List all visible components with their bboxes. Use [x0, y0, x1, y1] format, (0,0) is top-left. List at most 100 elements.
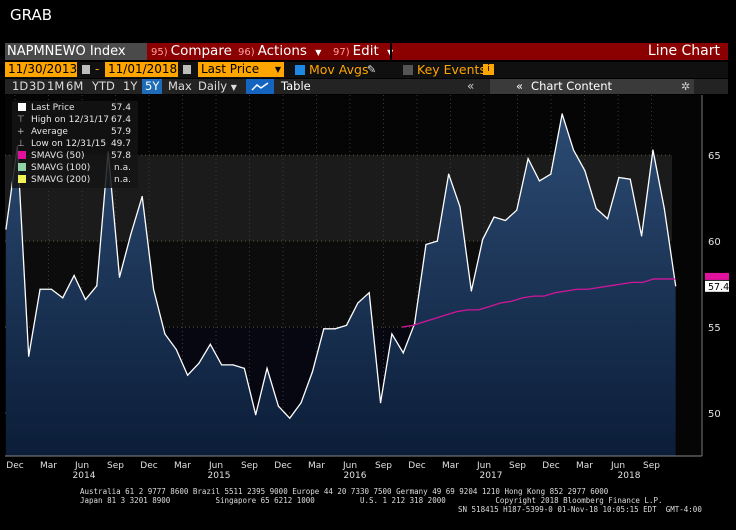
x-month-label: Sep — [509, 461, 526, 471]
menu-divider — [390, 43, 392, 60]
y-tick-label: 65 — [708, 151, 721, 162]
compare-button[interactable]: 95) Compare — [151, 43, 232, 60]
period-button-ytd[interactable]: YTD — [92, 79, 115, 93]
last-price-area — [6, 113, 676, 457]
last-price-point — [334, 328, 336, 330]
period-bar: 1D 3D 1M 6M YTD 1Y 5Y Max Daily ▼ Table « « Char… — [5, 79, 728, 94]
footer-session-line: SN 518415 H187-5399-0 01-Nov-18 10:05:15… — [458, 505, 702, 514]
last-price-point — [414, 323, 416, 325]
last-price-point — [504, 219, 506, 222]
legend-swatch-smavg — [18, 175, 26, 183]
chart-content-label: Chart Content — [531, 79, 613, 93]
table-view-button[interactable]: Table — [281, 79, 311, 93]
ticker-field[interactable]: NAPMNEWO Index — [5, 43, 147, 60]
x-month-label: Sep — [107, 461, 124, 471]
legend-box — [12, 101, 138, 188]
info-icon[interactable]: i — [483, 64, 494, 75]
actions-button[interactable]: 96) Actions ▼ — [238, 43, 322, 60]
last-price-point — [595, 207, 597, 210]
line-layer — [5, 113, 677, 420]
period-button-1d[interactable]: 1D — [12, 79, 29, 93]
x-month-label: Jun — [610, 461, 625, 471]
last-price-point — [84, 298, 87, 301]
x-year-label: 2016 — [344, 471, 367, 481]
legend-label: SMAVG (200) — [31, 175, 90, 185]
line-chart-icon — [251, 82, 269, 91]
last-price-point — [436, 240, 438, 242]
start-calendar-icon[interactable] — [82, 65, 90, 74]
pencil-icon[interactable]: ✎ — [367, 63, 377, 76]
last-price-point — [675, 285, 677, 287]
gear-icon[interactable]: ✲ — [681, 80, 691, 93]
compare-number: 95) — [151, 47, 168, 58]
field-dropdown-icon: ▼ — [274, 65, 281, 74]
legend-label: High on 12/31/17 — [31, 115, 109, 125]
period-button-max[interactable]: Max — [168, 79, 192, 93]
legend-value: 57.9 — [111, 127, 131, 137]
x-month-label: Mar — [174, 461, 191, 471]
collapse-left-icon[interactable]: « — [467, 79, 475, 93]
field-select[interactable]: Last Price ▼ — [198, 62, 284, 77]
chart-content-panel-header[interactable]: « Chart Content — [490, 79, 694, 94]
smavg-50-line — [401, 278, 676, 328]
frequency-label: Daily — [198, 79, 228, 93]
x-year-label: 2014 — [73, 471, 96, 481]
last-price-point — [118, 276, 121, 278]
end-calendar-icon[interactable] — [183, 65, 191, 74]
last-price-point — [130, 233, 132, 235]
key-events-checkbox[interactable] — [403, 65, 413, 75]
footer-contacts-line2: Japan 81 3 3201 8900 Singapore 65 6212 1… — [80, 496, 663, 505]
x-month-label: Dec — [542, 461, 559, 471]
x-month-label: Dec — [274, 461, 291, 471]
x-month-label: Sep — [375, 461, 392, 471]
x-month-label: Dec — [408, 461, 425, 471]
last-price-point — [641, 235, 643, 237]
period-button-5y[interactable]: 5Y — [142, 79, 163, 94]
chart-content-expand-icon: « — [516, 79, 524, 93]
x-month-label: Jun — [208, 461, 223, 471]
legend-label: Average — [31, 127, 68, 137]
legend-value: n.a. — [114, 163, 131, 173]
period-button-1y[interactable]: 1Y — [123, 79, 138, 93]
x-month-label: Mar — [576, 461, 593, 471]
last-price-point — [50, 288, 53, 290]
end-date-field[interactable]: 11/01/2018 — [105, 62, 178, 77]
x-month-label: Mar — [40, 461, 57, 471]
field-select-label: Last Price — [201, 62, 260, 76]
period-button-1m[interactable]: 1M — [47, 79, 65, 93]
period-button-3d[interactable]: 3D — [29, 79, 46, 93]
mov-avgs-checkbox[interactable] — [295, 65, 305, 75]
last-price-point — [357, 302, 359, 304]
last-price-point — [266, 367, 268, 369]
chart-view-button[interactable] — [246, 79, 274, 94]
x-year-label: 2018 — [618, 471, 641, 481]
smavg-value-tag — [705, 272, 729, 280]
legend-value: 57.8 — [111, 151, 131, 161]
last-price-point — [198, 362, 200, 364]
key-events-label: Key Events — [417, 62, 486, 77]
last-price-point — [152, 288, 155, 290]
last-price-tag — [705, 280, 729, 292]
last-price-point — [255, 414, 257, 416]
period-button-6m[interactable]: 6M — [66, 79, 84, 93]
last-price-point — [243, 367, 245, 369]
legend-swatch-smavg — [18, 151, 26, 159]
last-price-point — [663, 207, 665, 210]
last-price-point — [5, 228, 7, 230]
start-date-field[interactable]: 11/30/2013 — [5, 62, 77, 77]
legend-marker: ⊥ — [17, 139, 25, 149]
edit-number: 97) — [333, 47, 350, 58]
legend-value: 49.7 — [111, 139, 131, 149]
last-price-point — [141, 195, 143, 198]
last-price-point — [379, 402, 382, 404]
last-price-point — [584, 170, 586, 172]
frequency-dropdown-icon: ▼ — [230, 83, 237, 92]
actions-label: Actions — [257, 43, 307, 59]
x-month-label: Mar — [442, 461, 459, 471]
x-month-label: Jun — [476, 461, 491, 471]
edit-label: Edit — [352, 43, 379, 59]
frequency-select[interactable]: Daily ▼ — [195, 79, 240, 94]
last-price-point — [572, 149, 575, 151]
x-month-label: Sep — [241, 461, 258, 471]
